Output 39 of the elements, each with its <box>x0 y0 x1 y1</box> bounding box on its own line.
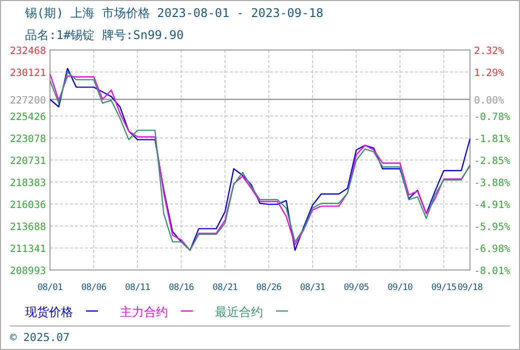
y-tick-label: 211341 <box>10 244 46 255</box>
y2-tick-label: -4.91% <box>474 200 510 211</box>
y-tick-label: 208993 <box>10 266 46 277</box>
y2-tick-label: -5.95% <box>474 222 510 234</box>
x-tick-label: 08/26 <box>256 283 282 293</box>
x-tick-label: 09/15 <box>431 283 456 293</box>
y2-tick-label: -2.85% <box>474 156 510 168</box>
x-tick-label: 08/06 <box>81 283 106 293</box>
x-tick-label: 09/18 <box>457 283 483 293</box>
legend-label: 现货价格 <box>25 305 73 319</box>
x-tick-label: 09/05 <box>344 283 369 293</box>
y2-tick-label: 2.32% <box>474 46 504 57</box>
y-tick-label: 213688 <box>10 222 46 233</box>
y-tick-label: 218383 <box>10 178 46 189</box>
y-tick-label: 223078 <box>10 134 46 145</box>
x-tick-label: 08/01 <box>37 283 63 293</box>
chart-title: 锡(期) 上海 市场价格 2023-08-01 - 2023-09-18 <box>24 6 324 20</box>
chart-subtitle: 品名:1#锡锭 牌号:Sn99.90 <box>25 28 184 42</box>
x-tick-label: 08/16 <box>168 283 194 293</box>
y-tick-label: 227200 <box>10 95 46 106</box>
x-tick-label: 09/10 <box>387 283 413 293</box>
y-tick-label: 232468 <box>10 46 46 57</box>
text: © 2025.07 <box>10 331 70 344</box>
legend-label: 主力合约 <box>120 305 168 319</box>
x-tick-label: 08/21 <box>212 283 238 293</box>
y-tick-label: 225426 <box>10 112 46 123</box>
x-tick-label: 08/31 <box>300 283 326 293</box>
y2-tick-label: -3.88% <box>474 178 510 190</box>
x-tick-label: 08/11 <box>124 283 150 293</box>
y2-tick-label: 0.00% <box>474 95 504 106</box>
y2-tick-label: -8.01% <box>474 266 510 277</box>
y2-tick-label: -0.78% <box>474 112 510 124</box>
y-tick-label: 216036 <box>10 200 46 211</box>
y2-tick-label: -6.98% <box>474 244 510 256</box>
y-tick-label: 220731 <box>10 156 46 167</box>
y-tick-label: 230121 <box>10 68 46 79</box>
legend-label: 最近合约 <box>215 305 263 319</box>
y2-tick-label: 1.29% <box>474 68 504 79</box>
y2-tick-label: -1.81% <box>474 134 510 145</box>
